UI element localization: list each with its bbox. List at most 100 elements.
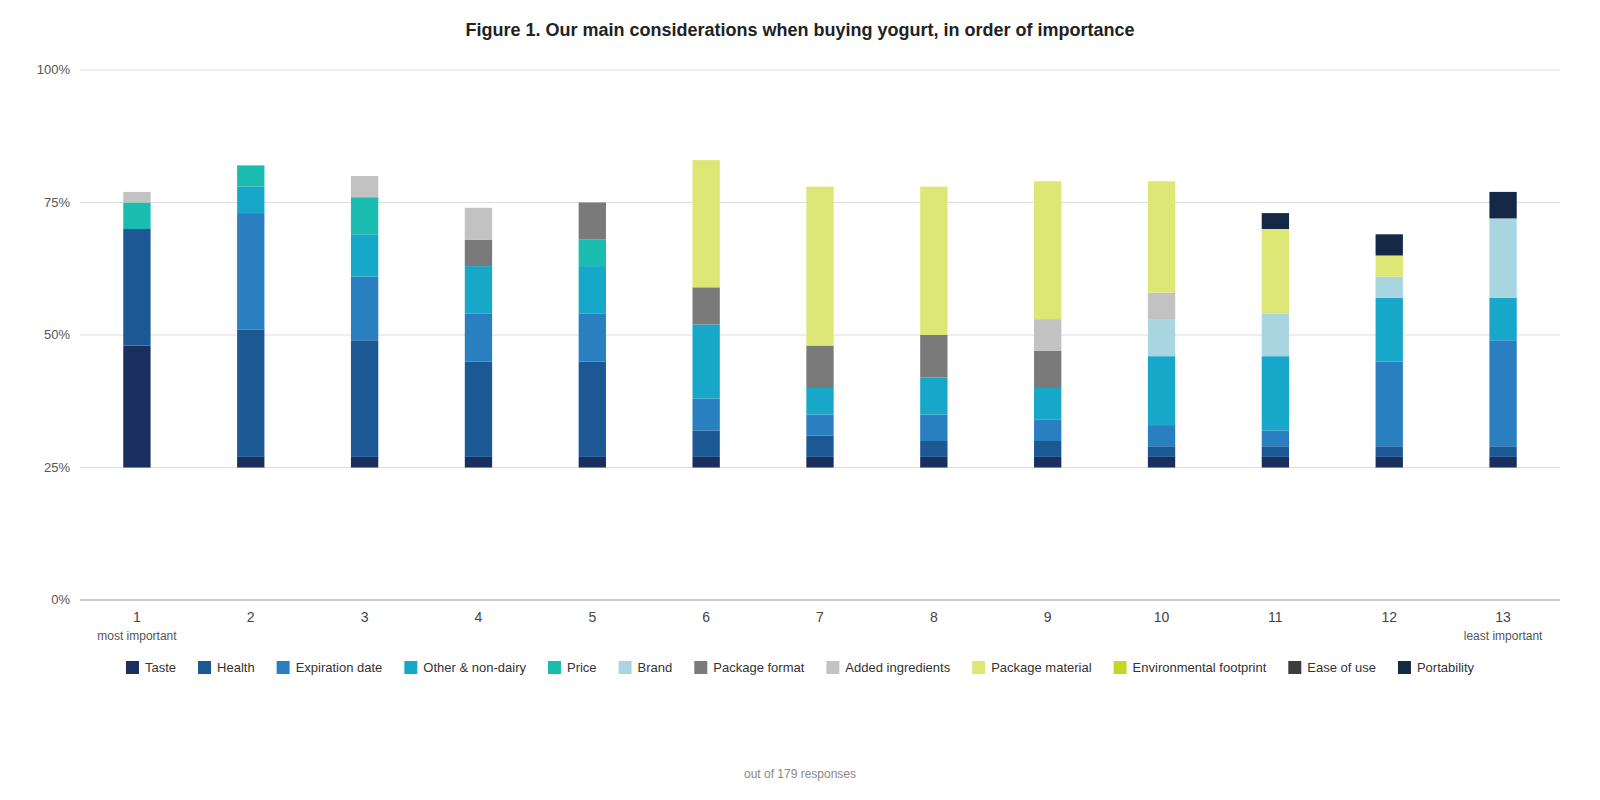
bar-segment [579,314,606,362]
bar-segment [806,436,833,457]
bar-segment [237,165,264,166]
bar-segment [806,186,833,187]
legend-label: Health [217,660,255,675]
legend-item: Package material [972,660,1092,675]
bar-segment [1489,446,1516,457]
bar-segment [351,176,378,197]
x-tick-label: 1 [133,609,141,625]
bar-segment [920,187,947,335]
legend-swatch [619,661,632,674]
bar-segment [1034,351,1061,388]
legend-item: Package format [694,660,804,675]
legend-item: Taste [126,660,176,675]
legend-label: Added ingredients [845,660,950,675]
legend-swatch [548,661,561,674]
annotations: most importantleast importantout of 179 … [97,629,1543,781]
bar-segment [1148,457,1175,468]
bar-segment [351,176,378,177]
bar-segment [1034,457,1061,468]
bar-segment [1148,319,1175,356]
bar-segment [237,165,264,166]
legend-swatch [198,661,211,674]
bar-segment [1489,192,1516,219]
legend-swatch [694,661,707,674]
bar-segment [1148,181,1175,182]
bar-segment [1489,218,1516,298]
legend-label: Package format [713,660,804,675]
bar-segment [579,202,606,203]
bar-segment [237,165,264,166]
legend-item: Brand [619,660,673,675]
x-tick-label: 11 [1268,609,1283,625]
bar-segment [237,165,264,166]
legend-swatch [972,661,985,674]
legend-swatch [1114,661,1127,674]
bar-segment [1148,181,1175,182]
bar-segment [123,192,150,203]
bar-segment [579,202,606,203]
bar-segment [1376,277,1403,298]
legend-label: Brand [638,660,673,675]
bar-segment [1034,420,1061,441]
bars [123,160,1516,467]
bar-segment [351,234,378,276]
x-tick-label: 7 [816,609,824,625]
bar-segment [1148,425,1175,446]
bar-segment [1148,446,1175,457]
x-axis: 12345678910111213 [133,609,1511,625]
bar-segment [806,186,833,187]
bar-segment [579,240,606,267]
bar-segment [806,388,833,415]
bar-segment [1148,181,1175,182]
bar-segment [692,324,719,398]
x-tick-label: 13 [1495,609,1511,625]
bar-segment [692,430,719,457]
x-tick-label: 12 [1381,609,1397,625]
bar-segment [465,314,492,362]
bar-segment [1034,319,1061,351]
bar-segment [351,340,378,457]
bar-segment [1376,256,1403,277]
bar-segment [920,186,947,187]
bar-segment [351,277,378,341]
bar-segment [351,176,378,177]
bar-segment [579,457,606,468]
bar-segment [1376,457,1403,468]
legend-item: Added ingredients [826,660,950,675]
bar-segment [465,266,492,314]
bar-segment [123,229,150,346]
x-tick-label: 9 [1044,609,1052,625]
bar-segment [692,287,719,324]
legend-label: Ease of use [1307,660,1376,675]
bar-segment [920,186,947,187]
legend-item: Portability [1398,660,1475,675]
bar-segment [123,191,150,192]
bar-segment [1034,181,1061,319]
x-tick-label: 10 [1154,609,1170,625]
y-axis: 0%25%50%75%100% [37,62,1560,607]
bar-segment [1262,446,1289,457]
bar-segment [123,346,150,468]
legend-item: Expiration date [277,660,383,675]
bar-segment [1262,457,1289,468]
x-tick-label: 8 [930,609,938,625]
legend-label: Expiration date [296,660,383,675]
bar-segment [237,165,264,166]
y-tick-label: 75% [44,195,70,210]
bar-segment [579,203,606,240]
bar-segment [1376,234,1403,255]
x-tick-label: 5 [588,609,596,625]
bar-segment [237,213,264,330]
bar-segment [237,165,264,166]
bar-segment [351,197,378,234]
y-tick-label: 0% [51,592,70,607]
y-tick-label: 25% [44,460,70,475]
bar-segment [465,207,492,208]
title: Figure 1. Our main considerations when b… [465,20,1134,40]
bar-segment [692,160,719,161]
bar-segment [692,160,719,287]
legend-swatch [826,661,839,674]
legend-item: Environmental footprint [1114,660,1267,675]
bar-segment [1034,441,1061,457]
bar-segment [1489,457,1516,468]
